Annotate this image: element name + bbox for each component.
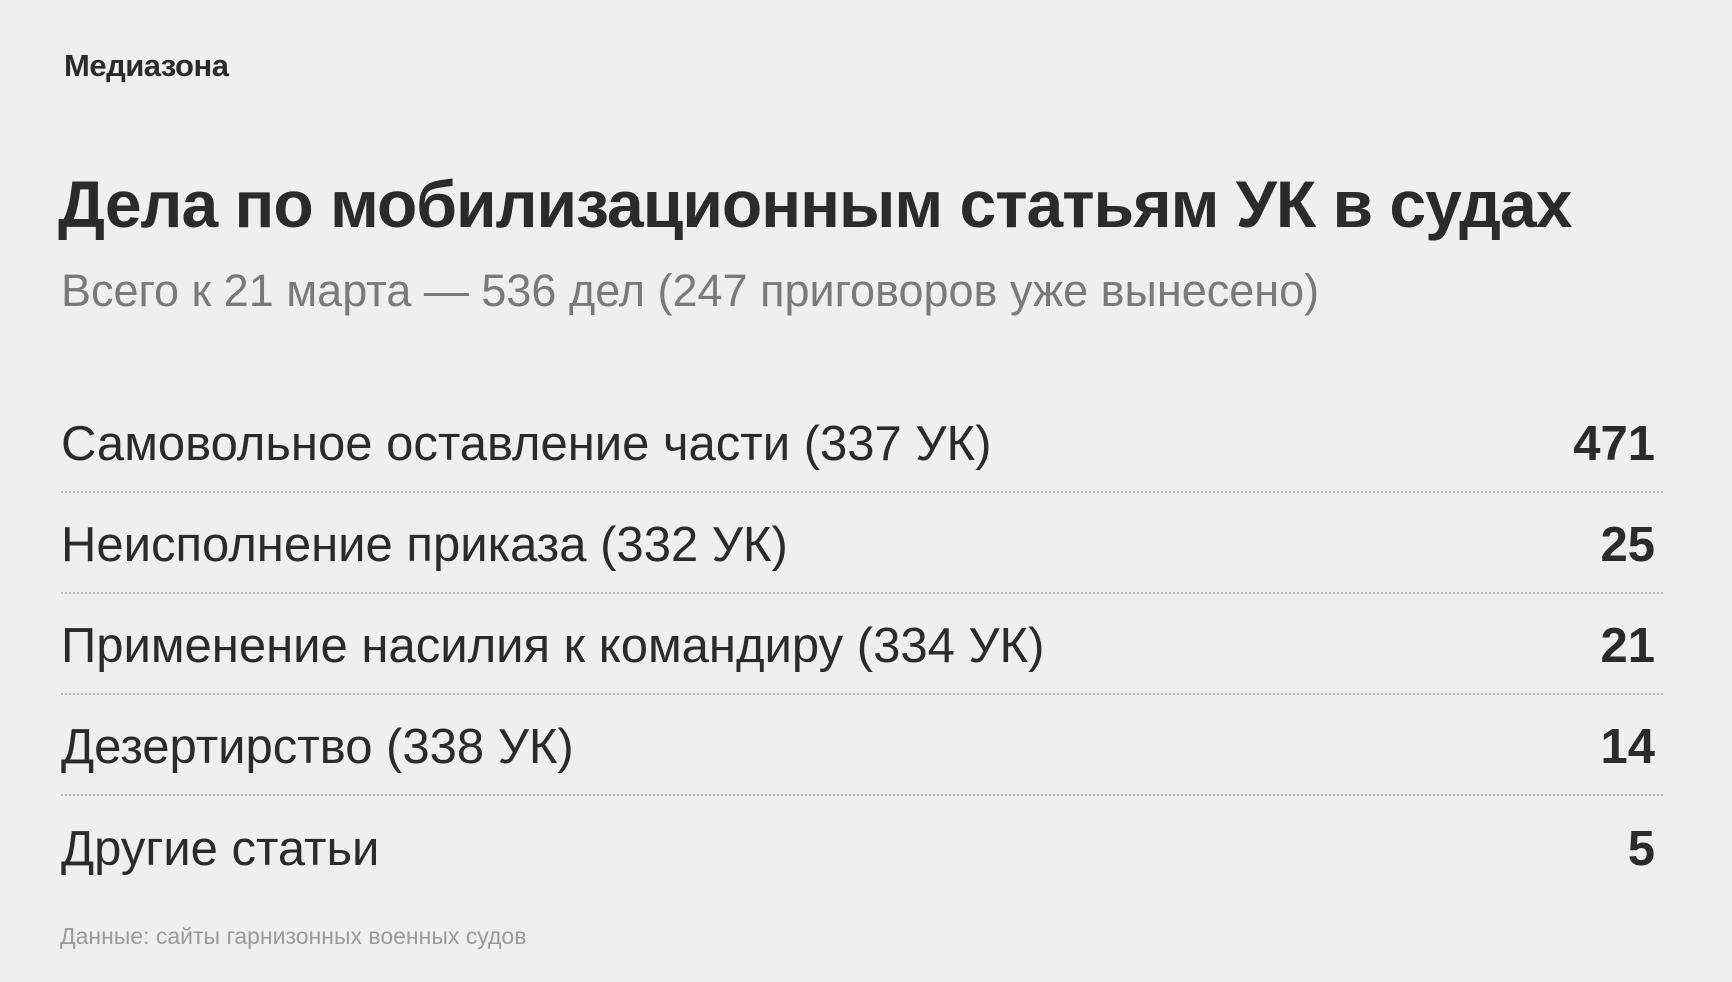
data-table: Самовольное оставление части (337 УК) 471… — [61, 392, 1663, 897]
table-row: Применение насилия к командиру (334 УК) 2… — [61, 594, 1663, 695]
logo: Медиазона — [64, 48, 229, 83]
row-value: 14 — [1600, 719, 1655, 774]
page-title: Дела по мобилизационным статьям УК в суд… — [58, 167, 1572, 241]
row-label: Дезертирство (338 УК) — [61, 719, 574, 774]
row-value: 21 — [1600, 618, 1655, 673]
subtitle: Всего к 21 марта — 536 дел (247 приговор… — [61, 265, 1320, 316]
row-label: Неисполнение приказа (332 УК) — [61, 517, 788, 572]
row-value: 471 — [1573, 416, 1655, 471]
row-value: 5 — [1627, 821, 1655, 876]
row-label: Применение насилия к командиру (334 УК) — [61, 618, 1045, 673]
row-label: Самовольное оставление части (337 УК) — [61, 416, 992, 471]
table-row: Дезертирство (338 УК) 14 — [61, 695, 1663, 796]
table-row: Неисполнение приказа (332 УК) 25 — [61, 493, 1663, 594]
table-row: Другие статьи 5 — [61, 796, 1663, 897]
table-row: Самовольное оставление части (337 УК) 471 — [61, 392, 1663, 493]
row-label: Другие статьи — [61, 821, 380, 876]
source-note: Данные: сайты гарнизонных военных судов — [60, 923, 527, 949]
row-value: 25 — [1600, 517, 1655, 572]
